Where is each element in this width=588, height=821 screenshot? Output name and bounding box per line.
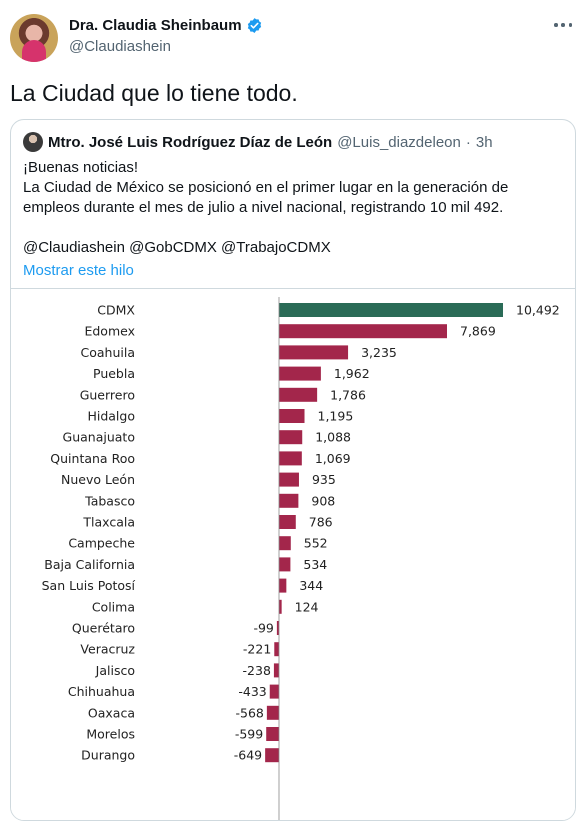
chart-bar	[279, 430, 303, 445]
chart-value-label: 534	[303, 557, 327, 572]
employment-bar-chart: CDMX 10,492 Edomex 7,869 Coahuila 3,235 Puebla…	[42, 297, 560, 820]
chart-value-label: 124	[295, 599, 319, 614]
chart-bar	[279, 493, 299, 508]
chart-category-label: Puebla	[93, 366, 135, 381]
chart-bar	[279, 557, 291, 572]
quoted-author-name[interactable]: Mtro. José Luis Rodríguez Díaz de León	[48, 133, 333, 151]
quoted-tweet-body: ¡Buenas noticias! La Ciudad de México se…	[23, 158, 563, 258]
author-avatar[interactable]	[10, 14, 58, 62]
chart-image[interactable]: CDMX 10,492 Edomex 7,869 Coahuila 3,235 Puebla…	[11, 288, 575, 820]
chart-value-label: 1,786	[330, 387, 366, 402]
chart-value-label: 1,962	[334, 366, 370, 381]
chart-bar	[273, 663, 279, 678]
chart-category-label: San Luis Potosí	[42, 578, 136, 593]
chart-value-label: -649	[234, 748, 262, 763]
chart-value-label: -238	[243, 663, 271, 678]
author-name-text: Dra. Claudia Sheinbaum	[69, 17, 242, 34]
chart-category-label: Oaxaca	[88, 705, 135, 720]
chart-category-label: Veracruz	[80, 642, 135, 657]
chart-value-label: 3,235	[361, 345, 397, 360]
chart-value-label: 786	[309, 515, 333, 530]
chart-category-label: Querétaro	[72, 621, 135, 636]
chart-category-label: Guanajuato	[63, 430, 135, 445]
chart-value-label: -568	[235, 705, 263, 720]
chart-bar	[279, 472, 299, 487]
chart-category-label: Edomex	[84, 324, 135, 339]
chart-bar	[279, 536, 291, 551]
chart-bar	[279, 366, 321, 381]
chart-bar	[269, 684, 279, 699]
chart-bar	[279, 324, 447, 339]
quoted-tweet-header: Mtro. José Luis Rodríguez Díaz de León @…	[23, 132, 493, 152]
quoted-author-avatar[interactable]	[23, 132, 43, 152]
quoted-author-handle[interactable]: @Luis_diazdeleon	[337, 133, 461, 151]
chart-bar	[279, 303, 503, 317]
quoted-body-line: La Ciudad de México se posicionó en el p…	[23, 179, 509, 216]
chart-value-label: 1,069	[315, 451, 351, 466]
chart-category-label: Chihuahua	[68, 684, 135, 699]
chart-bar	[266, 727, 279, 741]
chart-category-label: Campeche	[68, 536, 135, 551]
author-handle[interactable]: @Claudiashein	[69, 38, 171, 55]
chart-value-label: -433	[238, 684, 266, 699]
chart-bar	[265, 748, 279, 763]
quoted-body-line: ¡Buenas noticias!	[23, 159, 139, 176]
chart-category-label: Tlaxcala	[82, 515, 135, 530]
chart-value-label: 7,869	[460, 324, 496, 339]
quoted-tweet[interactable]: Mtro. José Luis Rodríguez Díaz de León @…	[10, 119, 576, 821]
chart-value-label: 935	[312, 472, 336, 487]
chart-bar	[274, 642, 279, 657]
chart-category-label: Guerrero	[80, 387, 135, 402]
author-display-name[interactable]: Dra. Claudia Sheinbaum	[69, 17, 263, 34]
verified-badge-icon	[247, 18, 261, 33]
chart-category-label: Coahuila	[81, 345, 136, 360]
chart-bar	[276, 621, 279, 635]
chart-category-label: Jalisco	[95, 663, 135, 678]
chart-bar	[279, 515, 296, 529]
chart-value-label: -99	[253, 621, 273, 636]
chart-value-label: 552	[304, 536, 328, 551]
chart-value-label: 10,492	[516, 303, 560, 318]
separator-dot: ·	[465, 133, 471, 151]
chart-category-label: CDMX	[97, 303, 135, 318]
chart-value-label: 908	[311, 493, 335, 508]
chart-bar	[279, 599, 282, 614]
chart-category-label: Tabasco	[84, 493, 135, 508]
tweet-text: La Ciudad que lo tiene todo.	[10, 80, 298, 106]
chart-category-label: Nuevo León	[61, 472, 135, 487]
quoted-timestamp[interactable]: 3h	[475, 133, 493, 151]
chart-value-label: 344	[299, 578, 323, 593]
chart-category-label: Baja California	[44, 557, 135, 572]
chart-value-label: 1,088	[315, 430, 351, 445]
chart-value-label: -599	[235, 727, 263, 742]
chart-category-label: Morelos	[86, 727, 135, 742]
chart-category-label: Quintana Roo	[50, 451, 135, 466]
chart-bar	[279, 578, 287, 593]
chart-bar	[266, 705, 279, 720]
chart-category-label: Durango	[81, 748, 135, 763]
chart-bar	[279, 387, 318, 402]
chart-bar	[279, 409, 305, 423]
quoted-mentions[interactable]: @Claudiashein @GobCDMX @TrabajoCDMX	[23, 239, 331, 256]
chart-bar	[279, 451, 302, 466]
chart-category-label: Hidalgo	[87, 409, 135, 424]
chart-value-label: -221	[243, 642, 271, 657]
chart-value-label: 1,195	[318, 409, 354, 424]
show-thread-link[interactable]: Mostrar este hilo	[23, 262, 134, 279]
chart-category-label: Colima	[92, 599, 135, 614]
more-options-icon[interactable]	[554, 16, 572, 34]
chart-bar	[279, 345, 349, 360]
